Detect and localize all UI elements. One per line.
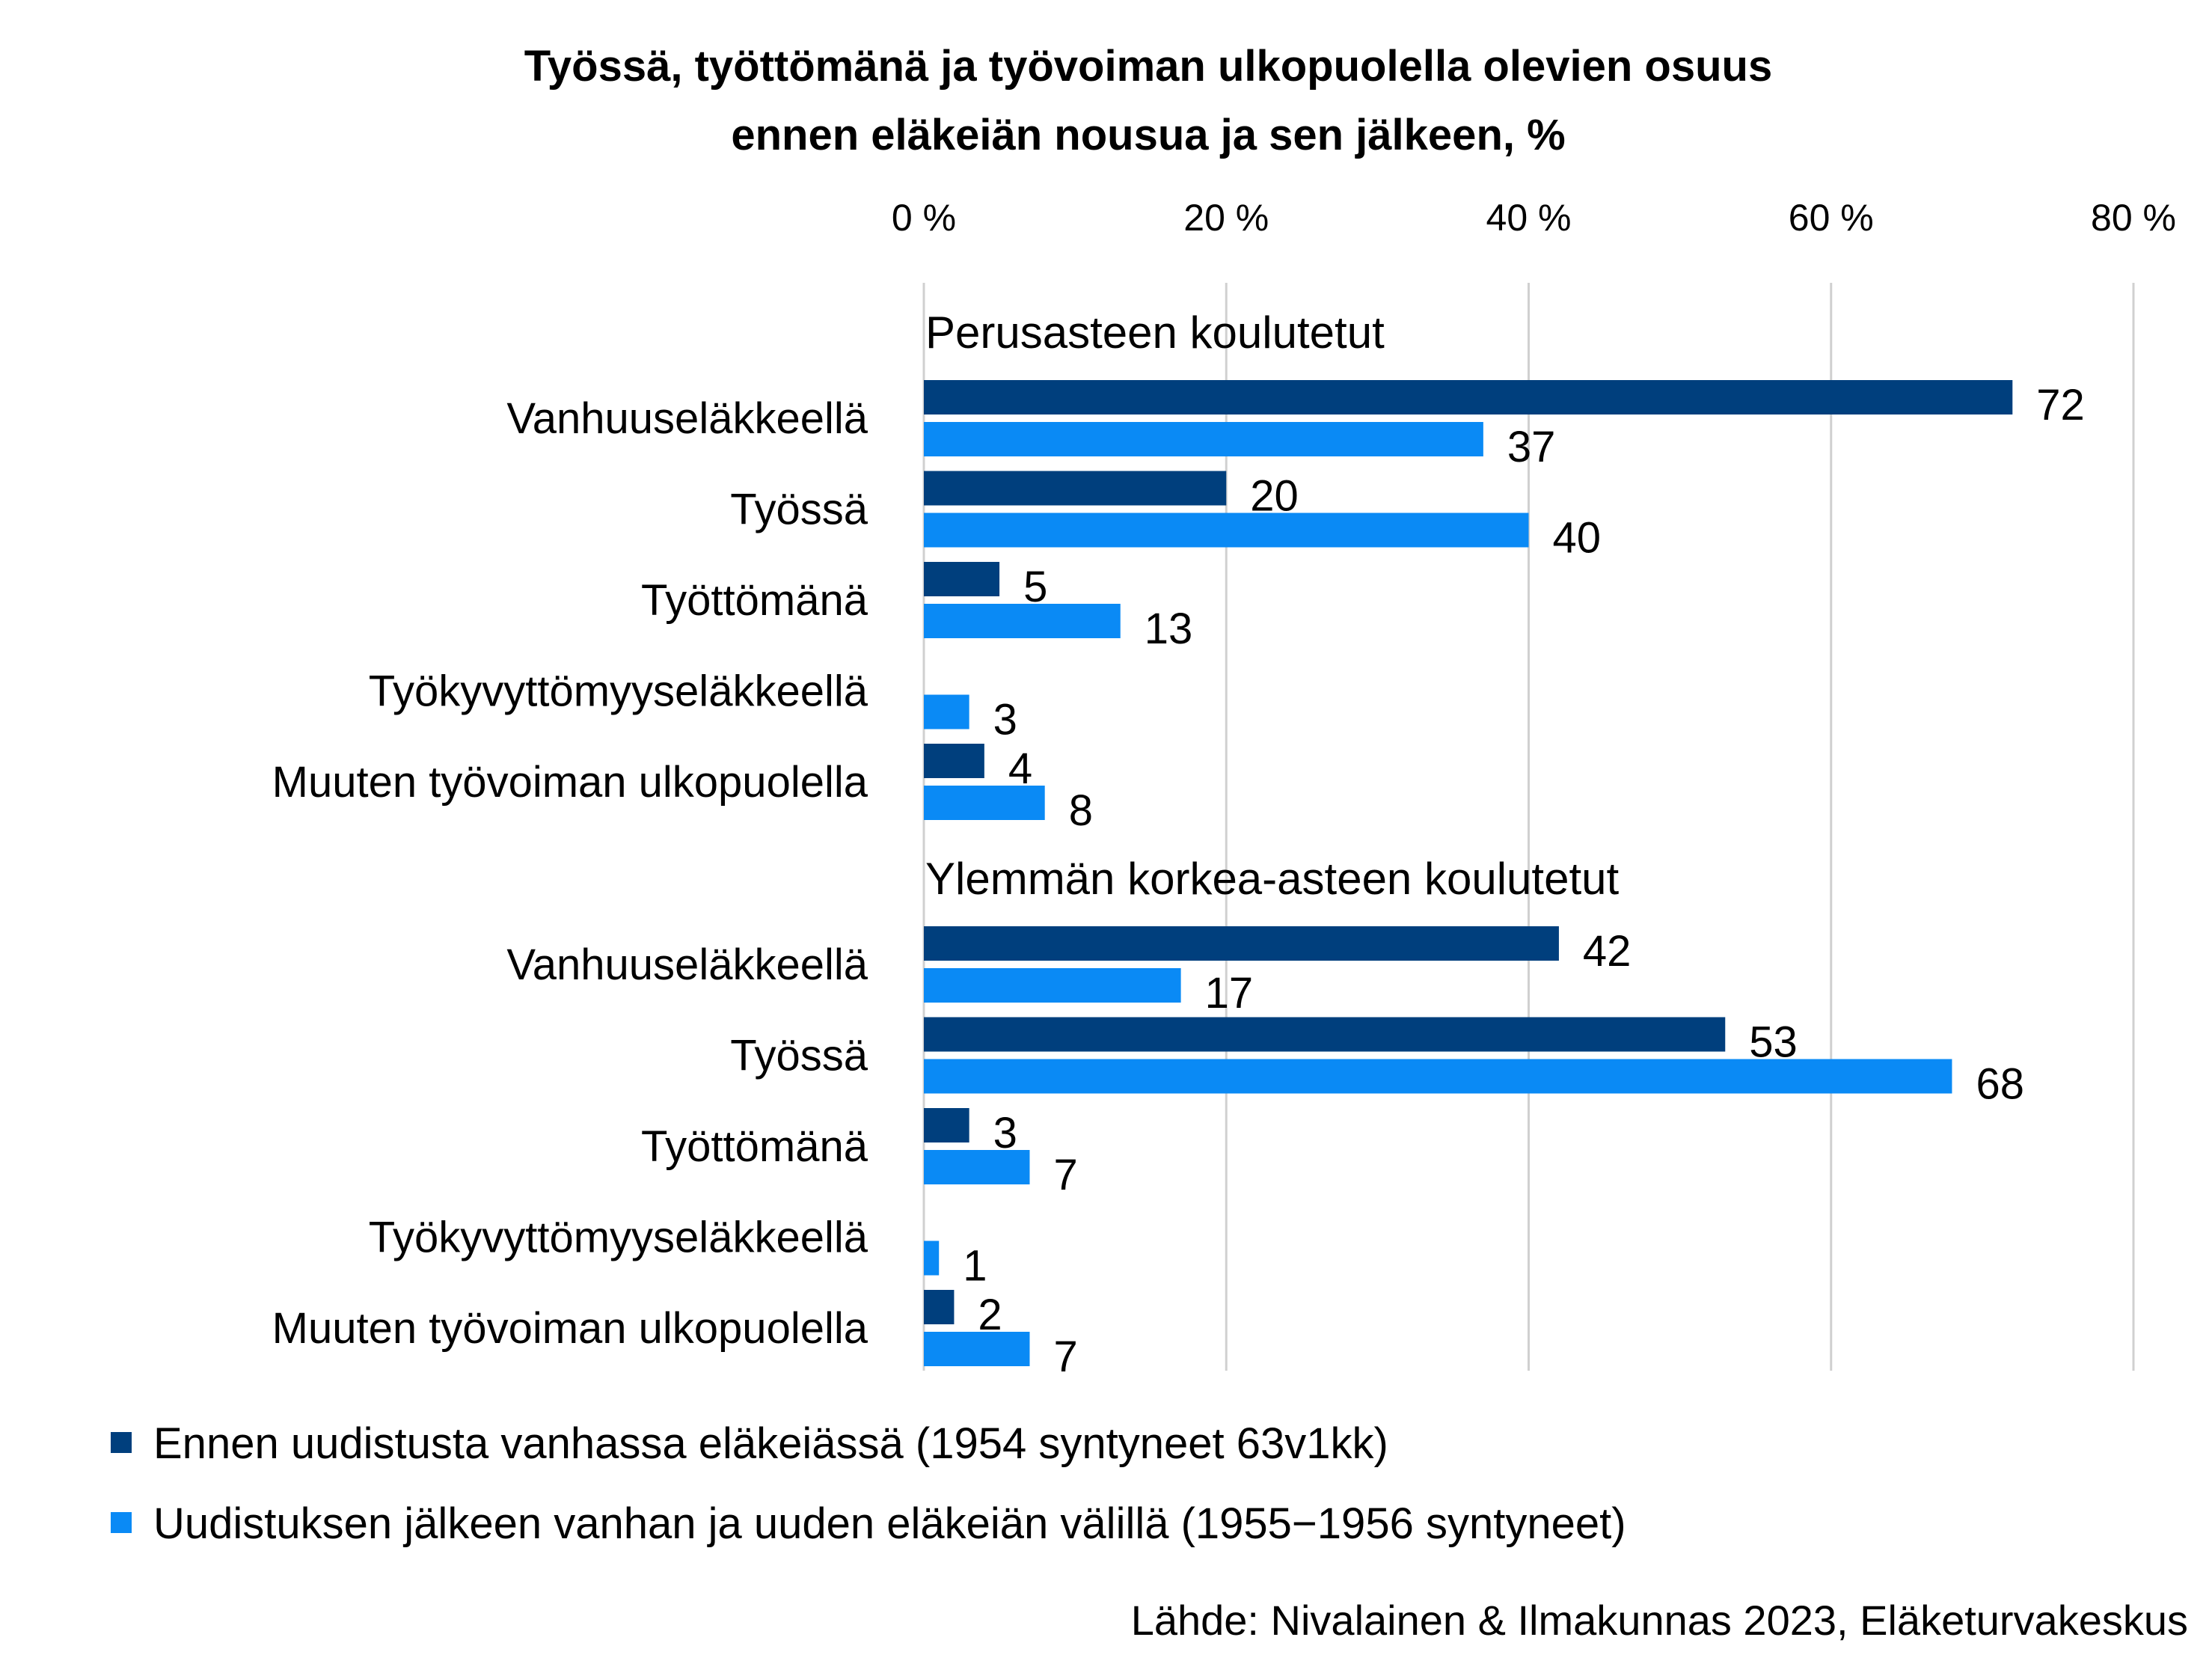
bar bbox=[924, 1059, 1952, 1094]
data-label: 42 bbox=[1583, 927, 1632, 976]
data-label: 40 bbox=[1553, 514, 1602, 563]
data-label: 20 bbox=[1250, 472, 1299, 521]
category-label: Työttömänä bbox=[641, 576, 868, 625]
x-tick-label: 20 % bbox=[1183, 197, 1269, 239]
x-tick-label: 40 % bbox=[1486, 197, 1572, 239]
data-label: 13 bbox=[1145, 605, 1193, 653]
chart-title-line-2: ennen eläkeiän nousua ja sen jälkeen, % bbox=[731, 111, 1565, 159]
bar bbox=[924, 1290, 955, 1324]
data-label: 37 bbox=[1507, 423, 1556, 471]
x-axis-tick-labels: 0 % 20 % 40 % 60 % 80 % bbox=[892, 197, 2176, 239]
data-label: 8 bbox=[1069, 786, 1093, 835]
bar bbox=[924, 694, 969, 729]
category-label: Työssä bbox=[730, 486, 868, 534]
x-tick-label: 60 % bbox=[1789, 197, 1874, 239]
category-label: Vanhuuseläkkeellä bbox=[506, 940, 868, 989]
bar-groups: Perusasteen koulutetut Vanhuuseläkkeellä 7… bbox=[272, 308, 2085, 1381]
bar bbox=[924, 926, 1559, 961]
bar bbox=[924, 1241, 940, 1276]
legend-label: Uudistuksen jälkeen vanhan ja uuden eläk… bbox=[153, 1499, 1626, 1548]
legend-swatch bbox=[111, 1512, 132, 1533]
category-label: Työkyvyttömyyseläkkeellä bbox=[369, 1214, 868, 1262]
bar bbox=[924, 513, 1529, 548]
data-label: 68 bbox=[1976, 1060, 2024, 1109]
category-label: Työkyvyttömyyseläkkeellä bbox=[369, 667, 868, 716]
gridlines bbox=[922, 283, 2135, 1371]
bar bbox=[924, 968, 1181, 1003]
data-label: 7 bbox=[1053, 1333, 1077, 1381]
bar bbox=[924, 786, 1045, 820]
source-note: Lähde: Nivalainen & Ilmakunnas 2023, Elä… bbox=[1131, 1597, 2188, 1644]
data-label: 3 bbox=[993, 1109, 1017, 1157]
x-tick-label: 0 % bbox=[892, 197, 956, 239]
x-tick-label: 80 % bbox=[2091, 197, 2176, 239]
data-label: 4 bbox=[1008, 744, 1032, 793]
data-label: 5 bbox=[1023, 563, 1047, 611]
bar-group: Perusasteen koulutetut Vanhuuseläkkeellä 7… bbox=[272, 308, 2085, 835]
category-label: Muuten työvoiman ulkopuolella bbox=[272, 758, 868, 807]
group-label: Perusasteen koulutetut bbox=[925, 308, 1385, 358]
legend-label: Ennen uudistusta vanhassa eläkeiässä (19… bbox=[153, 1419, 1388, 1468]
legend: Ennen uudistusta vanhassa eläkeiässä (19… bbox=[111, 1419, 1626, 1548]
group-label: Ylemmän korkea-asteen koulutetut bbox=[925, 854, 1619, 904]
bar bbox=[924, 471, 1227, 506]
data-label: 17 bbox=[1205, 969, 1254, 1018]
data-label: 1 bbox=[963, 1242, 987, 1291]
category-label: Muuten työvoiman ulkopuolella bbox=[272, 1304, 868, 1353]
bar-group: Ylemmän korkea-asteen koulutetut Vanhuuse… bbox=[272, 854, 2024, 1381]
bar bbox=[924, 422, 1483, 456]
bar bbox=[924, 1150, 1030, 1184]
bar bbox=[924, 380, 2013, 414]
data-label: 53 bbox=[1749, 1018, 1798, 1067]
bar bbox=[924, 1332, 1030, 1366]
category-label: Työssä bbox=[730, 1032, 868, 1080]
data-label: 2 bbox=[978, 1291, 1002, 1339]
bar bbox=[924, 1108, 969, 1142]
bar bbox=[924, 562, 1000, 596]
bar bbox=[924, 1017, 1726, 1052]
data-label: 72 bbox=[2036, 381, 2085, 429]
bar bbox=[924, 744, 984, 778]
chart-title-line-1: Työssä, työttömänä ja työvoiman ulkopuol… bbox=[524, 42, 1772, 91]
category-label: Vanhuuseläkkeellä bbox=[506, 394, 868, 443]
data-label: 3 bbox=[993, 696, 1017, 744]
legend-swatch bbox=[111, 1432, 132, 1453]
bar bbox=[924, 604, 1121, 638]
data-label: 7 bbox=[1053, 1151, 1077, 1199]
category-label: Työttömänä bbox=[641, 1122, 868, 1171]
